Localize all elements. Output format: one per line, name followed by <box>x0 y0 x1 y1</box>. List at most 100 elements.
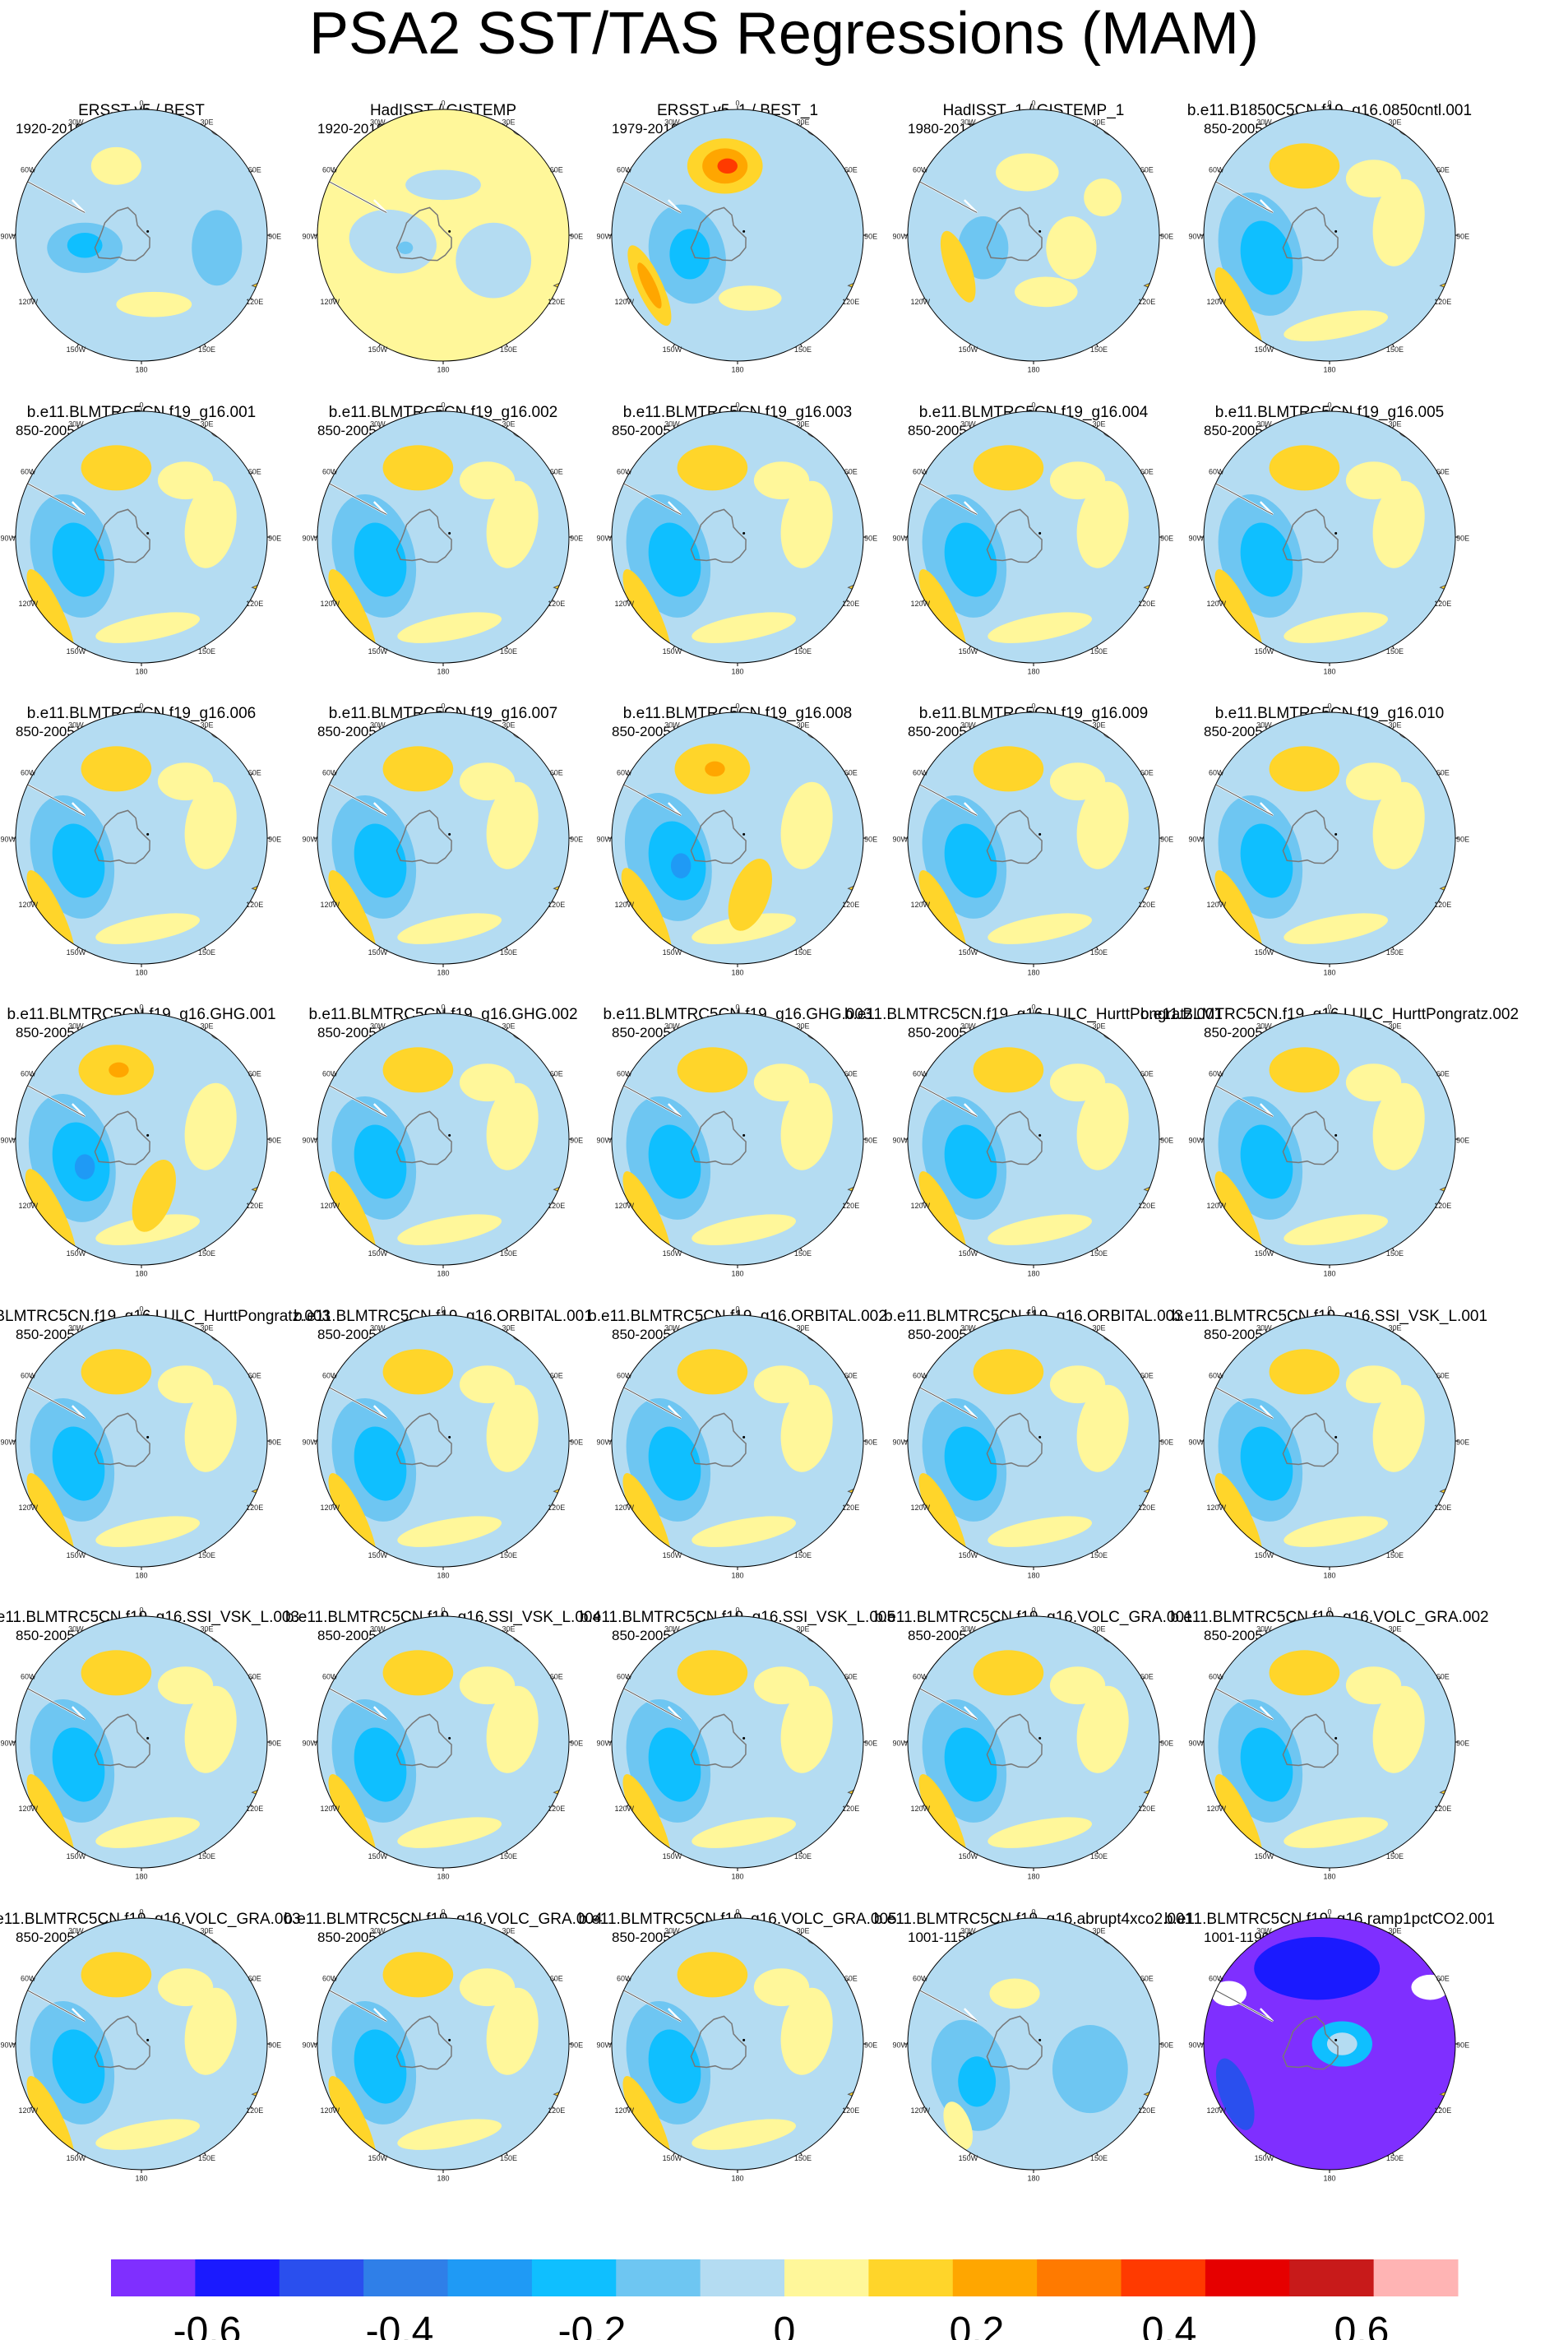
lon-label: 60E <box>1140 1974 1154 1982</box>
lon-tick <box>29 600 33 602</box>
anomaly-contour <box>456 222 532 299</box>
lon-label: 60E <box>550 1672 563 1680</box>
lon-label: 30W <box>664 721 680 729</box>
south-pole-marker <box>1038 1133 1042 1137</box>
lon-tick <box>673 1328 675 1332</box>
lon-tick <box>1217 901 1221 903</box>
lon-label: 150E <box>794 1249 812 1258</box>
lon-tick <box>1217 298 1221 300</box>
anomaly-contour <box>382 1952 454 1998</box>
lon-label: 30E <box>797 419 810 428</box>
lon-tick <box>1265 2152 1267 2157</box>
sst-field <box>16 712 267 964</box>
south-pole-marker <box>742 832 746 836</box>
lon-label: 30W <box>664 118 680 126</box>
south-america-outline <box>617 1082 682 1117</box>
map-panel: b.e11.BLMTRC5CN.f19_g16.VOLC_GRA.001850-… <box>874 1606 1192 1880</box>
antarctica-coastline <box>690 1412 747 1467</box>
lon-label: 30E <box>1093 118 1106 126</box>
lon-tick <box>552 773 556 776</box>
lon-label: 120W <box>615 1805 635 1813</box>
lon-label: 120W <box>19 600 39 608</box>
anomaly-contour <box>1269 1047 1340 1093</box>
lon-label: 30W <box>370 1624 386 1633</box>
lon-tick <box>506 646 508 650</box>
anomaly-contour <box>184 1685 237 1773</box>
lon-label: 0 <box>1031 1304 1035 1313</box>
lon-tick <box>378 1931 381 1935</box>
lon-label: 30W <box>1256 1926 1272 1935</box>
anomaly-contour <box>354 522 407 597</box>
anomaly-contour <box>1284 1516 1388 1547</box>
antarctica-coastline <box>986 2015 1043 2070</box>
lon-tick <box>76 1931 79 1935</box>
lon-tick <box>673 344 675 348</box>
panels-layer: ERSST v5 / BEST1920-2018030E60E90E120E15… <box>0 99 1519 2182</box>
south-pole-marker <box>448 832 451 836</box>
anomaly-contour <box>1240 220 1293 295</box>
lon-tick <box>1392 344 1395 348</box>
lon-label: 30W <box>68 1624 84 1633</box>
lon-label: 30E <box>201 1624 214 1633</box>
anomaly-contour <box>1084 178 1122 217</box>
lon-label: 90E <box>1456 233 1469 241</box>
lon-label: 0 <box>1031 1907 1035 1916</box>
lon-tick <box>552 600 556 602</box>
lon-tick <box>331 298 335 300</box>
lon-label: 90E <box>1160 233 1173 241</box>
anomaly-contour <box>1269 445 1340 491</box>
south-america-outline <box>914 1383 978 1419</box>
lon-tick <box>506 725 508 730</box>
lon-label: 180 <box>1323 366 1335 374</box>
lon-label: 30E <box>797 1323 810 1332</box>
lon-tick <box>1392 725 1395 730</box>
lon-label: 60W <box>21 165 36 174</box>
lon-label: 30W <box>664 419 680 428</box>
lon-tick <box>76 1550 79 1554</box>
anomaly-contour <box>95 612 200 643</box>
panel-years: 1979-2018 <box>612 121 678 137</box>
anomaly-contour <box>132 1160 176 1232</box>
panel-years: 850-2005 <box>1204 1628 1263 1643</box>
lon-tick <box>250 1979 254 1981</box>
anomaly-contour <box>944 1727 997 1802</box>
lon-tick <box>250 600 254 602</box>
lon-label: 0 <box>139 1907 143 1916</box>
anomaly-contour <box>973 445 1044 491</box>
panel-years: 850-2005 <box>612 724 671 739</box>
lon-tick <box>1096 947 1099 951</box>
lon-label: 150E <box>500 2154 517 2162</box>
sst-field <box>317 1918 569 2170</box>
lon-label: 180 <box>437 366 449 374</box>
south-america-outline <box>1210 480 1274 515</box>
sst-field <box>908 109 1159 361</box>
lon-tick <box>1265 123 1267 127</box>
lon-tick <box>800 424 803 429</box>
lon-tick <box>1096 1328 1099 1332</box>
lon-label: 150W <box>368 1551 388 1559</box>
lon-tick <box>625 1805 629 1807</box>
lon-label: 0 <box>441 401 445 409</box>
lon-tick <box>378 123 381 127</box>
lon-tick <box>673 1248 675 1252</box>
lon-tick <box>204 1328 206 1332</box>
lon-tick <box>846 1979 850 1981</box>
lon-tick <box>800 1026 803 1031</box>
lon-tick <box>800 344 803 348</box>
lon-tick <box>1438 298 1442 300</box>
sst-field <box>908 1013 1159 1265</box>
lon-tick <box>673 947 675 951</box>
lon-label: 90E <box>1456 836 1469 844</box>
lon-tick <box>969 1851 971 1855</box>
lon-tick <box>552 1376 556 1379</box>
lon-tick <box>250 1074 254 1077</box>
lon-label: 180 <box>437 2175 449 2183</box>
lon-label: 30E <box>1093 1022 1106 1030</box>
south-america-outline <box>617 781 682 816</box>
colorbar-tick-label: 0 <box>774 2310 796 2340</box>
lon-tick <box>378 1026 381 1031</box>
lon-label: 90W <box>597 2041 613 2050</box>
lon-label: 90W <box>1189 1740 1205 1748</box>
lon-label: 60E <box>844 1672 858 1680</box>
lon-tick <box>552 1677 556 1680</box>
